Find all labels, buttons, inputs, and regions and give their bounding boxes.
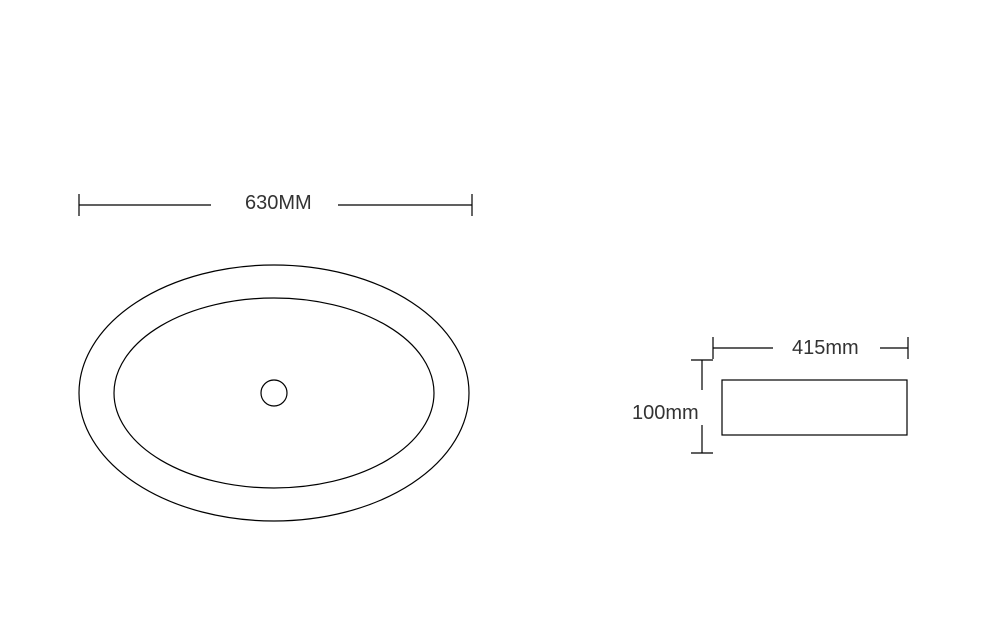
- width-label: 630MM: [245, 192, 312, 215]
- side-view: [722, 380, 907, 435]
- height-label: 100mm: [632, 402, 699, 425]
- outer-ellipse: [79, 265, 469, 521]
- top-view: [79, 265, 469, 521]
- drawing-canvas: [0, 0, 1000, 624]
- inner-ellipse: [114, 298, 434, 488]
- side-rect: [722, 380, 907, 435]
- depth-label: 415mm: [792, 337, 859, 360]
- drain-circle: [261, 380, 287, 406]
